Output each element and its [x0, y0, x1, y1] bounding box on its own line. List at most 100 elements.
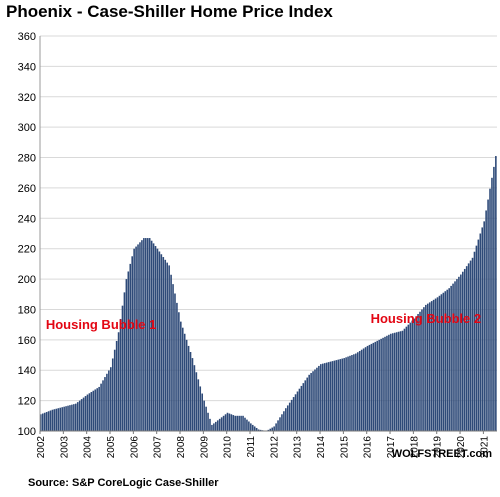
annotation-label: Housing Bubble 1: [46, 317, 157, 332]
bar: [156, 248, 159, 431]
bar: [145, 238, 147, 431]
bar: [380, 338, 382, 431]
x-tick-label: 2012: [269, 436, 280, 459]
bar: [193, 365, 196, 431]
bar: [283, 411, 285, 431]
bar: [111, 358, 114, 431]
bar: [440, 294, 443, 431]
bar: [53, 409, 56, 431]
bar: [230, 414, 233, 431]
bar: [102, 380, 104, 431]
bar: [335, 360, 338, 431]
y-axis: 100 120 140 160 180 200 220 240 260 280 300 320 340 3…: [18, 31, 41, 438]
bar: [481, 227, 484, 431]
bar: [473, 251, 476, 431]
bar: [90, 392, 93, 431]
bars: [40, 156, 497, 432]
bar: [341, 358, 344, 431]
x-tick-label: 2013: [293, 436, 304, 459]
bar: [110, 367, 112, 431]
bar: [150, 240, 153, 431]
bar: [465, 266, 468, 431]
bar: [384, 336, 386, 431]
bar: [456, 279, 458, 431]
bar: [148, 238, 151, 431]
bar: [259, 429, 262, 431]
bar: [113, 349, 116, 431]
bar: [432, 299, 435, 431]
bar: [271, 427, 274, 431]
bar: [84, 396, 87, 431]
x-tick-label: 2019: [433, 436, 444, 459]
bar: [312, 371, 314, 431]
bar: [316, 367, 318, 431]
bar: [323, 363, 326, 431]
bar: [94, 389, 97, 431]
bar: [325, 362, 328, 431]
bar: [390, 333, 392, 431]
bar: [250, 423, 252, 431]
bar: [376, 340, 379, 431]
bar: [248, 421, 250, 431]
bar: [41, 413, 44, 431]
bar: [45, 412, 48, 431]
bar: [106, 373, 108, 431]
bar: [304, 380, 307, 431]
bar: [236, 415, 238, 431]
brand-label: WOLFSTREET.com: [391, 448, 492, 460]
bar: [308, 374, 310, 431]
bar: [401, 330, 404, 431]
bar: [63, 406, 65, 431]
bar: [366, 345, 369, 431]
bar: [139, 242, 141, 431]
bar: [75, 403, 77, 431]
source-note: Source: S&P CoreLogic Case-Shiller: [28, 477, 219, 489]
bar: [121, 305, 124, 431]
bar: [168, 265, 170, 431]
y-tick-label: 120: [18, 396, 36, 408]
bar: [178, 312, 180, 431]
y-tick-label: 340: [18, 61, 36, 73]
annotations: Housing Bubble 1 Housing Bubble 2: [46, 311, 481, 332]
bar: [467, 263, 470, 431]
bar: [479, 233, 482, 431]
bar: [158, 251, 161, 431]
bar: [238, 415, 240, 431]
x-tick-label: 2002: [36, 436, 47, 459]
bar: [61, 407, 63, 431]
bar: [413, 318, 415, 431]
bar: [471, 257, 474, 431]
bar: [339, 359, 342, 431]
y-tick-label: 160: [18, 335, 36, 347]
bar: [290, 399, 293, 431]
bar: [104, 377, 106, 431]
bar: [469, 260, 472, 431]
bar: [345, 357, 347, 431]
bar: [240, 415, 242, 431]
x-axis: 2002 2003 2004 2005 2006 2007 2008 2009 2010 2011…: [36, 430, 497, 459]
bar: [117, 332, 120, 431]
bar: [255, 427, 258, 431]
bar: [391, 333, 394, 431]
bar: [310, 373, 312, 431]
bar: [477, 239, 480, 431]
bar: [356, 352, 359, 431]
bar: [302, 383, 305, 431]
y-tick-label: 260: [18, 183, 36, 195]
y-tick-label: 320: [18, 92, 36, 104]
bar: [364, 347, 367, 431]
bar: [55, 408, 58, 431]
bar: [185, 339, 188, 431]
bar: [224, 414, 227, 431]
x-tick-label: 2016: [363, 436, 374, 459]
grid-lines: [40, 35, 497, 432]
bar: [349, 355, 351, 431]
bar: [378, 339, 380, 431]
bar: [98, 386, 100, 431]
bar: [321, 363, 324, 431]
bar: [277, 420, 279, 431]
annotation-label: Housing Bubble 2: [371, 311, 482, 326]
bar: [415, 316, 417, 431]
bar: [343, 358, 345, 431]
bar: [244, 417, 246, 431]
